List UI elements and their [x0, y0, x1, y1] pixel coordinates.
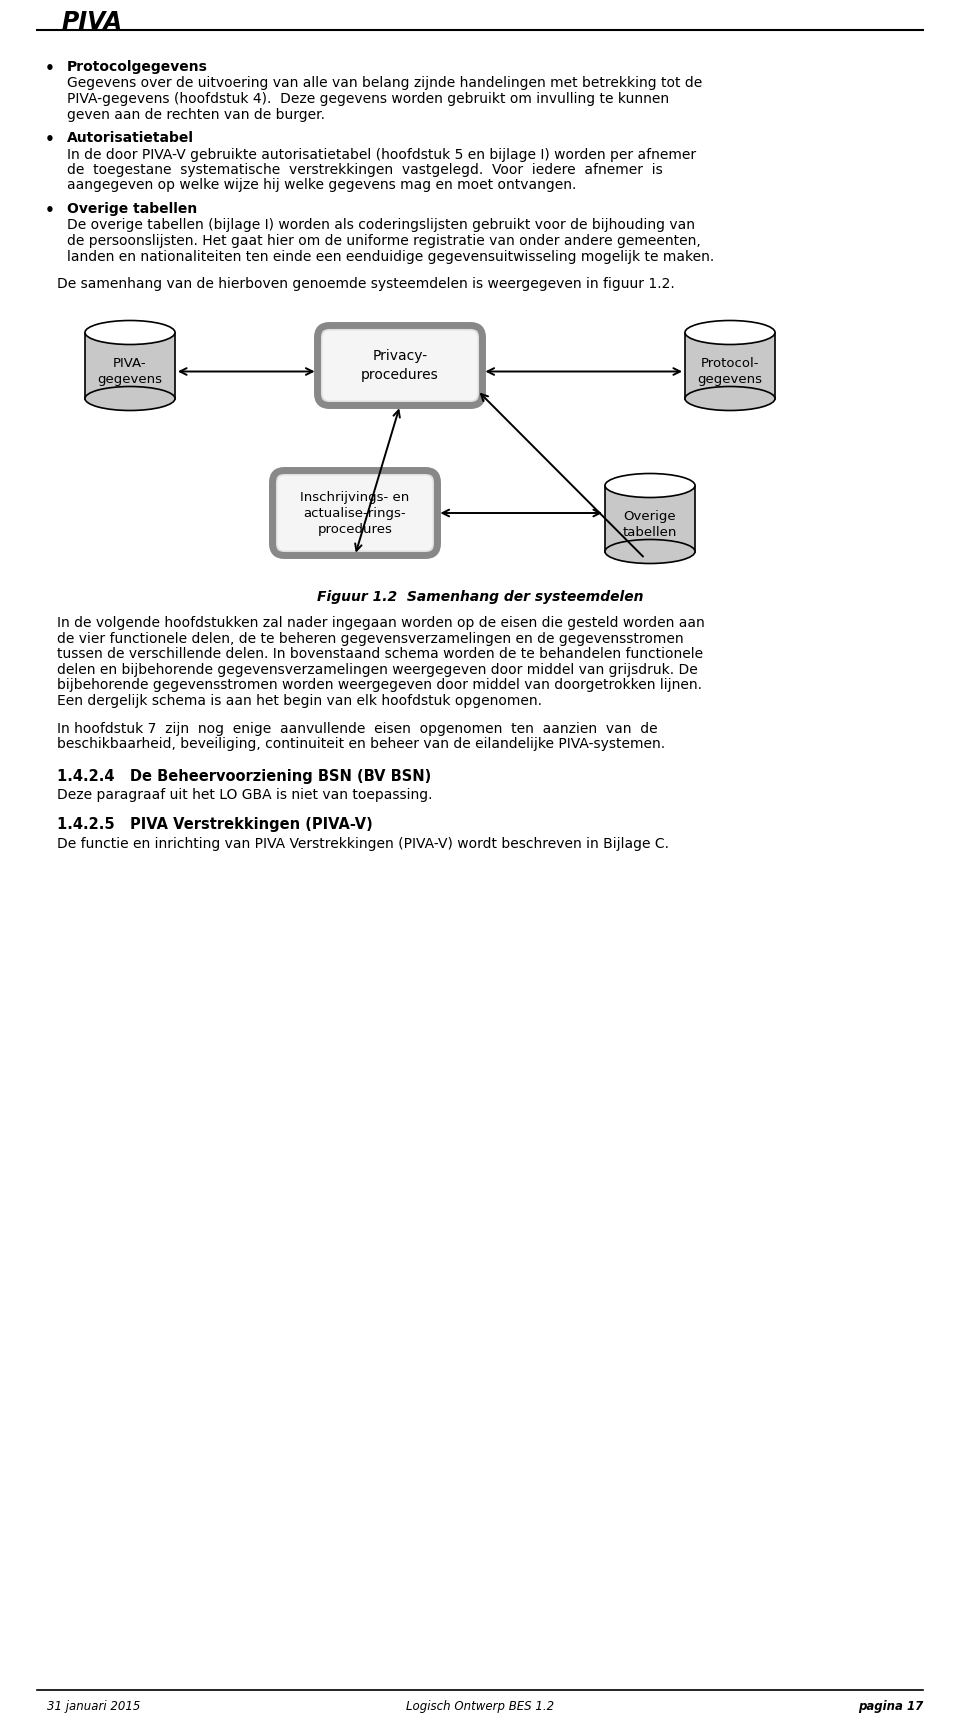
FancyBboxPatch shape — [323, 330, 477, 401]
Text: Logisch Ontwerp BES 1.2: Logisch Ontwerp BES 1.2 — [406, 1700, 554, 1712]
Text: Een dergelijk schema is aan het begin van elk hoofdstuk opgenomen.: Een dergelijk schema is aan het begin va… — [57, 694, 542, 707]
Text: De overige tabellen (bijlage I) worden als coderingslijsten gebruikt voor de bij: De overige tabellen (bijlage I) worden a… — [67, 219, 695, 232]
Text: beschikbaarheid, beveiliging, continuiteit en beheer van de eilandelijke PIVA-sy: beschikbaarheid, beveiliging, continuite… — [57, 737, 665, 750]
Text: Privacy-
procedures: Privacy- procedures — [361, 349, 439, 382]
Text: Overige tabellen: Overige tabellen — [67, 201, 197, 217]
Text: pagina 17: pagina 17 — [857, 1700, 923, 1712]
Text: de vier functionele delen, de te beheren gegevensverzamelingen en de gegevensstr: de vier functionele delen, de te beheren… — [57, 632, 684, 645]
Text: PIVA-gegevens (hoofdstuk 4).  Deze gegevens worden gebruikt om invulling te kunn: PIVA-gegevens (hoofdstuk 4). Deze gegeve… — [67, 91, 669, 107]
Ellipse shape — [605, 539, 695, 563]
Text: Figuur 1.2  Samenhang der systeemdelen: Figuur 1.2 Samenhang der systeemdelen — [317, 590, 643, 604]
Text: aangegeven op welke wijze hij welke gegevens mag en moet ontvangen.: aangegeven op welke wijze hij welke gege… — [67, 179, 576, 193]
Text: geven aan de rechten van de burger.: geven aan de rechten van de burger. — [67, 107, 325, 122]
Text: tussen de verschillende delen. In bovenstaand schema worden de te behandelen fun: tussen de verschillende delen. In bovens… — [57, 647, 703, 661]
Text: de  toegestane  systematische  verstrekkingen  vastgelegd.  Voor  iedere  afneme: de toegestane systematische verstrekking… — [67, 163, 662, 177]
Text: Autorisatietabel: Autorisatietabel — [67, 131, 194, 145]
Ellipse shape — [85, 320, 175, 344]
Ellipse shape — [85, 387, 175, 411]
Text: 1.4.2.4   De Beheervoorziening BSN (BV BSN): 1.4.2.4 De Beheervoorziening BSN (BV BSN… — [57, 769, 431, 783]
Text: •: • — [45, 133, 55, 146]
Text: delen en bijbehorende gegevensverzamelingen weergegeven door middel van grijsdru: delen en bijbehorende gegevensverzamelin… — [57, 663, 698, 676]
Ellipse shape — [605, 473, 695, 497]
FancyBboxPatch shape — [277, 475, 433, 551]
Text: •: • — [45, 203, 55, 219]
Bar — [85, 332, 175, 399]
Text: Inschrijvings- en
actualise­rings-
procedures: Inschrijvings- en actualise­rings- proce… — [300, 490, 410, 535]
Text: 31 januari 2015: 31 januari 2015 — [47, 1700, 140, 1712]
Text: Overige
tabellen: Overige tabellen — [623, 509, 677, 539]
Bar — [685, 332, 775, 399]
Text: 1.4.2.5   PIVA Verstrekkingen (PIVA-V): 1.4.2.5 PIVA Verstrekkingen (PIVA-V) — [57, 817, 372, 833]
Text: Gegevens over de uitvoering van alle van belang zijnde handelingen met betrekkin: Gegevens over de uitvoering van alle van… — [67, 76, 703, 91]
Text: Protocolgegevens: Protocolgegevens — [67, 60, 208, 74]
Text: •: • — [45, 60, 55, 76]
Text: de persoonslijsten. Het gaat hier om de uniforme registratie van onder andere ge: de persoonslijsten. Het gaat hier om de … — [67, 234, 701, 248]
Ellipse shape — [685, 387, 775, 411]
Text: In de door PIVA-V gebruikte autorisatietabel (hoofdstuk 5 en bijlage I) worden p: In de door PIVA-V gebruikte autorisatiet… — [67, 148, 696, 162]
Text: De functie en inrichting van PIVA Verstrekkingen (PIVA-V) wordt beschreven in Bi: De functie en inrichting van PIVA Verstr… — [57, 836, 669, 850]
Text: Deze paragraaf uit het LO GBA is niet van toepassing.: Deze paragraaf uit het LO GBA is niet va… — [57, 788, 433, 802]
Ellipse shape — [685, 320, 775, 344]
FancyBboxPatch shape — [318, 325, 483, 406]
Text: landen en nationaliteiten ten einde een eenduidige gegevensuitwisseling mogelijk: landen en nationaliteiten ten einde een … — [67, 250, 714, 263]
Bar — [605, 485, 695, 551]
Text: In hoofdstuk 7  zijn  nog  enige  aanvullende  eisen  opgenomen  ten  aanzien  v: In hoofdstuk 7 zijn nog enige aanvullend… — [57, 721, 658, 735]
Text: PIVA-
gegevens: PIVA- gegevens — [98, 356, 162, 386]
Text: PIVA: PIVA — [62, 10, 123, 34]
Text: Protocol-
gegevens: Protocol- gegevens — [698, 356, 762, 386]
FancyBboxPatch shape — [273, 470, 438, 556]
Text: In de volgende hoofdstukken zal nader ingegaan worden op de eisen die gesteld wo: In de volgende hoofdstukken zal nader in… — [57, 616, 705, 630]
Text: bijbehorende gegevensstromen worden weergegeven door middel van doorgetrokken li: bijbehorende gegevensstromen worden weer… — [57, 678, 702, 692]
Text: De samenhang van de hierboven genoemde systeemdelen is weergegeven in figuur 1.2: De samenhang van de hierboven genoemde s… — [57, 277, 675, 291]
